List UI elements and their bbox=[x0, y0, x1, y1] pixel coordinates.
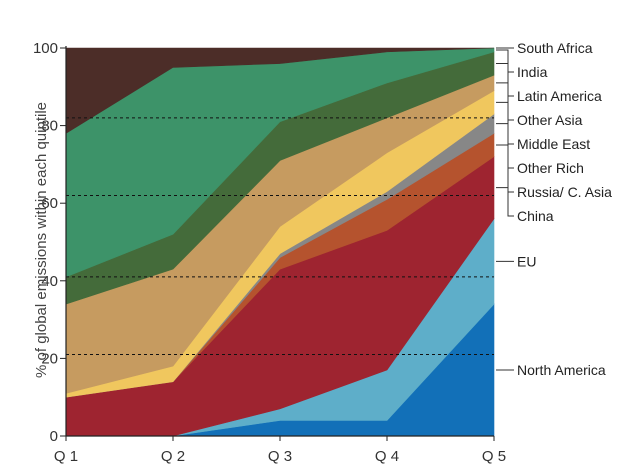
legend-label-india: India bbox=[517, 64, 548, 80]
leader-line bbox=[496, 101, 514, 145]
legend-label-other-asia: Other Asia bbox=[517, 112, 583, 128]
y-axis-label: % of global emissions within each quinti… bbox=[33, 102, 50, 378]
legend-leader-lines bbox=[496, 47, 514, 371]
y-tick-label: 0 bbox=[50, 428, 58, 445]
legend-label-south-africa: South Africa bbox=[517, 40, 593, 56]
leader-line bbox=[496, 187, 514, 217]
legend-label-north-america: North America bbox=[517, 362, 606, 378]
legend-label-latin-america: Latin America bbox=[517, 88, 602, 104]
area-south-africa bbox=[65, 47, 495, 134]
legend-label-middle-east: Middle East bbox=[517, 136, 590, 152]
y-tick-label: 60 bbox=[41, 195, 58, 212]
leader-line bbox=[496, 123, 514, 169]
x-tick-label: Q 3 bbox=[268, 448, 292, 465]
axes: 0 20 40 60 80 100 Q 1 Q 2 Q 3 Q 4 Q 5 bbox=[33, 40, 506, 465]
legend-label-eu: EU bbox=[517, 253, 536, 269]
area-layers bbox=[65, 47, 495, 437]
y-tick-label: 40 bbox=[41, 273, 58, 290]
y-tick-label: 100 bbox=[33, 40, 58, 57]
legend-label-other-rich: Other Rich bbox=[517, 160, 584, 176]
x-tick-label: Q 4 bbox=[375, 448, 399, 465]
x-tick-label: Q 1 bbox=[54, 448, 78, 465]
leader-line bbox=[496, 82, 514, 121]
x-tick-label: Q 5 bbox=[482, 448, 506, 465]
dashed-reference-lines bbox=[66, 117, 494, 356]
y-tick-label: 20 bbox=[41, 350, 58, 367]
legend-labels: North America EU China Russia/ C. Asia Other… bbox=[517, 40, 612, 378]
leader-line bbox=[496, 63, 514, 97]
legend-label-russia-c-asia: Russia/ C. Asia bbox=[517, 184, 612, 200]
x-tick-label: Q 2 bbox=[161, 448, 185, 465]
legend-label-china: China bbox=[517, 208, 554, 224]
leader-line bbox=[496, 49, 514, 73]
y-tick-label: 80 bbox=[41, 118, 58, 135]
